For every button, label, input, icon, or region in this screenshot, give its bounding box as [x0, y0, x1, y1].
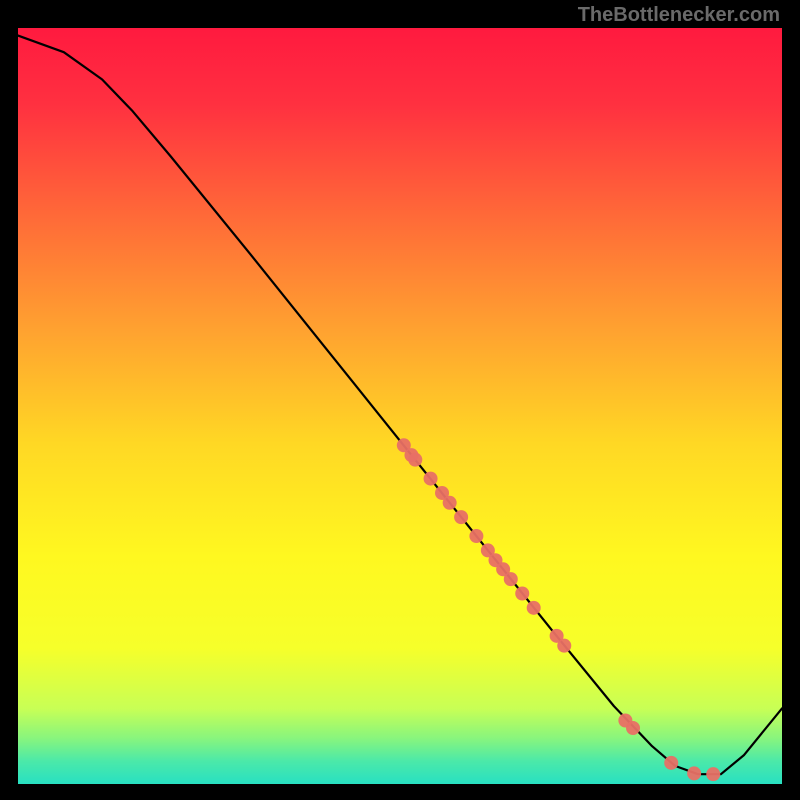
data-marker	[527, 601, 541, 615]
data-marker	[687, 766, 701, 780]
data-marker	[706, 767, 720, 781]
data-marker	[424, 472, 438, 486]
bottleneck-chart	[0, 0, 800, 800]
data-marker	[454, 510, 468, 524]
data-marker	[443, 496, 457, 510]
data-marker	[515, 586, 529, 600]
chart-container: TheBottlenecker.com	[0, 0, 800, 800]
data-marker	[626, 721, 640, 735]
chart-background	[18, 28, 782, 784]
data-marker	[557, 639, 571, 653]
watermark-text: TheBottlenecker.com	[578, 4, 780, 27]
data-marker	[408, 453, 422, 467]
data-marker	[504, 572, 518, 586]
data-marker	[469, 529, 483, 543]
data-marker	[664, 756, 678, 770]
